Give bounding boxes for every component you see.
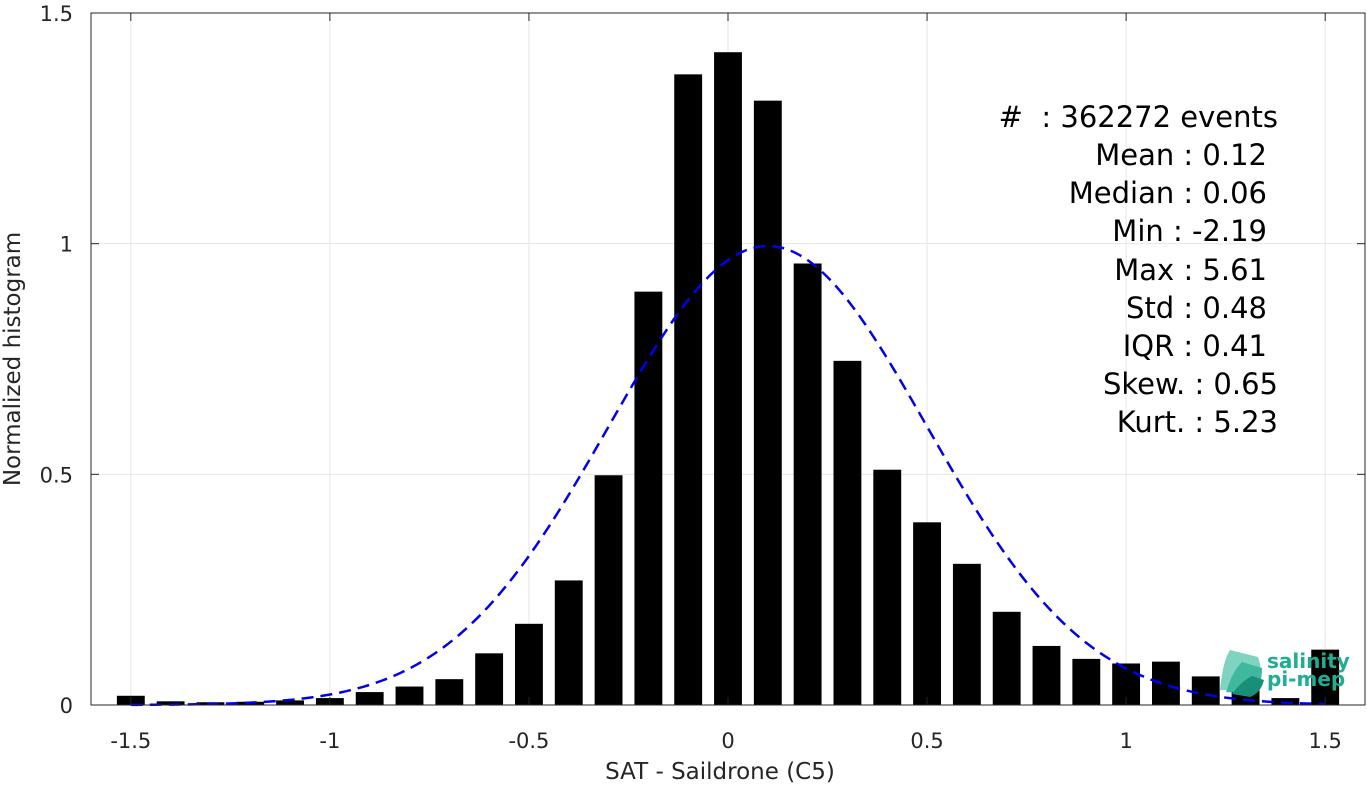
histogram-bar: [833, 360, 862, 705]
x-tick-label: -1: [319, 729, 340, 753]
x-tick-label: 0.5: [910, 729, 943, 753]
stat-max: Max : 5.61: [1114, 253, 1267, 287]
histogram-bar: [156, 701, 185, 705]
histogram-bar: [634, 291, 663, 705]
histogram-bar: [515, 623, 543, 705]
x-axis-title: SAT - Saildrone (C5): [605, 759, 835, 785]
histogram-bar: [1072, 658, 1101, 705]
histogram-bar: [435, 679, 464, 705]
wave-logo-icon: [1220, 650, 1264, 697]
histogram-bar: [1152, 661, 1180, 705]
y-tick-label: 0: [60, 694, 73, 718]
stats-annotation: # : 362272 events Mean : 0.12 Median : 0…: [999, 100, 1278, 439]
histogram-bar: [1311, 649, 1340, 705]
histogram-bar: [1191, 676, 1220, 705]
stat-min: Min : -2.19: [1112, 214, 1267, 248]
x-tick-label: -1.5: [110, 729, 151, 753]
bars: [116, 52, 1340, 706]
histogram-bar: [714, 52, 742, 706]
fit-curve-group: [130, 244, 1326, 707]
y-tick-label: 1: [60, 233, 73, 257]
x-tick-label: -0.5: [508, 729, 549, 753]
histogram-bar: [355, 692, 384, 705]
logo-line-1: salinity: [1267, 649, 1350, 673]
histogram-bar: [395, 686, 424, 705]
histogram-bar: [276, 700, 304, 705]
x-tick-label: 1: [1119, 729, 1132, 753]
x-tick-label: 1.5: [1308, 729, 1341, 753]
stat-mean: Mean : 0.12: [1095, 138, 1267, 172]
histogram-bar: [475, 653, 504, 705]
stat-skew: Skew. : 0.65: [1103, 367, 1278, 401]
histogram-bar: [873, 469, 902, 705]
histogram-bar: [992, 611, 1021, 705]
stat-median: Median : 0.06: [1069, 176, 1267, 210]
y-axis-title: Normalized histogram: [0, 232, 26, 486]
histogram-bar: [1032, 645, 1061, 705]
histogram-bar: [793, 263, 822, 705]
histogram-bar: [753, 100, 782, 706]
ticks: -1.5 -1 -0.5 0 0.5 1 1.5 0 0.5 1 1.5: [40, 2, 1365, 753]
salinity-pimep-logo: salinity pi-mep: [1220, 649, 1350, 697]
x-tick-label: 0: [721, 729, 734, 753]
histogram-bar: [674, 74, 703, 706]
histogram-bar: [913, 522, 941, 705]
logo-line-2: pi-mep: [1267, 667, 1345, 691]
y-tick-label: 0.5: [40, 463, 73, 487]
y-tick-label: 1.5: [40, 2, 73, 26]
stat-kurt: Kurt. : 5.23: [1117, 405, 1278, 439]
stat-std: Std : 0.48: [1126, 291, 1267, 325]
stat-iqr: IQR : 0.41: [1123, 329, 1267, 363]
histogram-bar: [554, 580, 583, 705]
stat-events: # : 362272 events: [999, 100, 1278, 134]
gaussian-fit-line: [130, 244, 1326, 707]
histogram-bar: [594, 475, 623, 705]
histogram-bar: [952, 563, 981, 705]
